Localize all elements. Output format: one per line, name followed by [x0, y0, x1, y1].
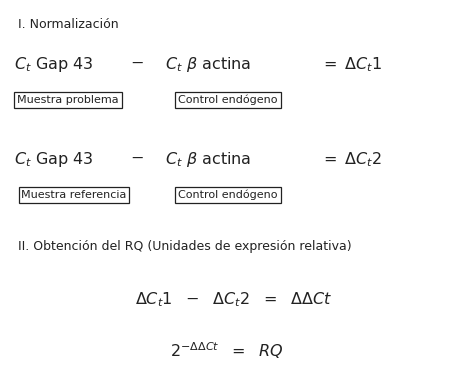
Text: $C_t$ Gap 43: $C_t$ Gap 43 [14, 55, 93, 74]
Text: $C_t\ \beta$ actina: $C_t\ \beta$ actina [165, 55, 251, 74]
Text: Control endógeno: Control endógeno [178, 190, 278, 200]
Text: Muestra referencia: Muestra referencia [21, 190, 127, 200]
Text: $C_t\ \beta$ actina: $C_t\ \beta$ actina [165, 150, 251, 169]
Text: $-$: $-$ [130, 55, 144, 70]
Text: Control endógeno: Control endógeno [178, 95, 278, 105]
Text: I. Normalización: I. Normalización [18, 18, 118, 31]
Text: $C_t$ Gap 43: $C_t$ Gap 43 [14, 150, 93, 169]
Text: $=\ \Delta C_t 1$: $=\ \Delta C_t 1$ [320, 55, 383, 74]
Text: $-$: $-$ [130, 150, 144, 165]
Text: $=\ \Delta C_t 2$: $=\ \Delta C_t 2$ [320, 150, 383, 169]
Text: $2^{-\Delta\Delta Ct}\ \ =\ \ RQ$: $2^{-\Delta\Delta Ct}\ \ =\ \ RQ$ [170, 340, 283, 361]
Text: $\Delta C_t 1\ \ -\ \ \Delta C_t 2\ \ =\ \ \Delta\Delta Ct$: $\Delta C_t 1\ \ -\ \ \Delta C_t 2\ \ =\… [135, 290, 332, 309]
Text: II. Obtención del RQ (Unidades de expresión relativa): II. Obtención del RQ (Unidades de expres… [18, 240, 352, 253]
Text: Muestra problema: Muestra problema [17, 95, 119, 105]
